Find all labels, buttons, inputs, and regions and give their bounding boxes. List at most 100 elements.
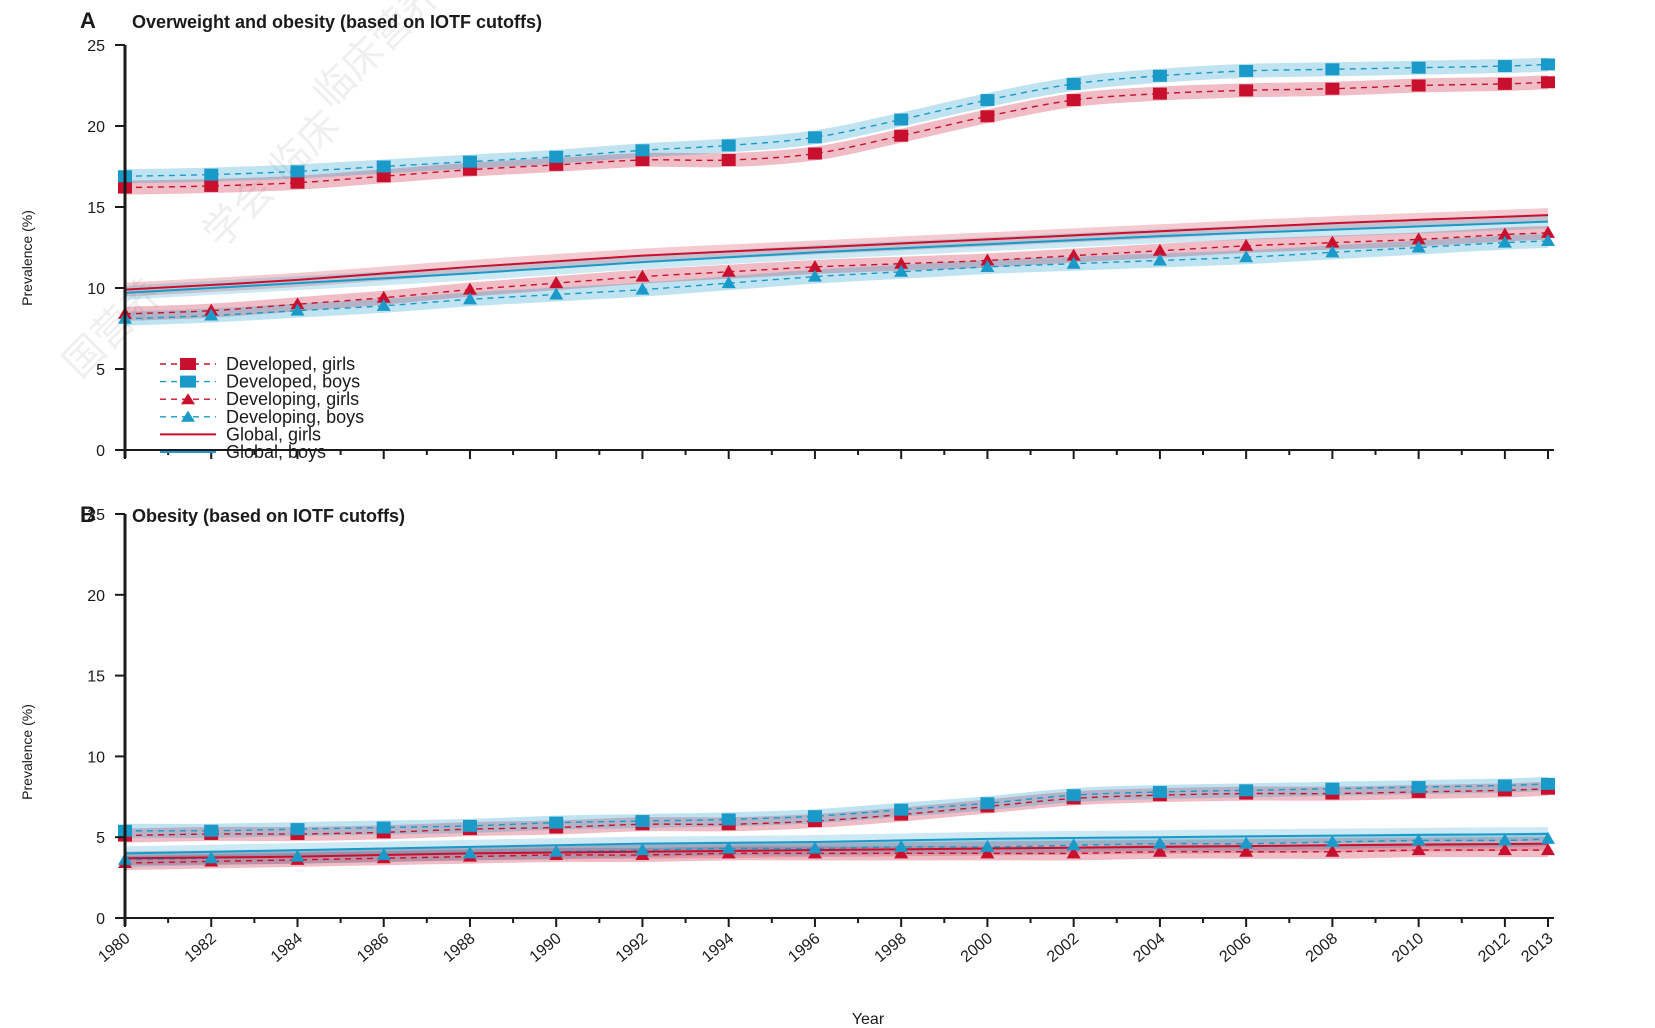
- marker-developed-boys-1986: [376, 821, 391, 834]
- marker-developed-boys-1984: [290, 823, 305, 836]
- band-global-boys: [125, 214, 1548, 300]
- marker-developed-boys-2013: [1541, 777, 1555, 790]
- marker-developing-girls-1990: [549, 276, 564, 289]
- marker-developed-girls-1984: [290, 176, 305, 189]
- marker-developing-boys-2008: [1325, 835, 1340, 848]
- panel-a-title: Overweight and obesity (based on IOTF cu…: [132, 12, 542, 32]
- y-tick-label: 5: [96, 830, 105, 847]
- marker-developing-boys-1998: [894, 264, 909, 277]
- marker-developing-girls-1992: [635, 269, 650, 282]
- marker-developed-boys-1984: [290, 165, 305, 178]
- panel-a: A Overweight and obesity (based on IOTF …: [19, 8, 1555, 462]
- watermark: 临床营养 学会 临床 国营养: [55, 0, 451, 387]
- marker-developed-girls-2008: [1325, 82, 1340, 95]
- marker-developed-girls-1992: [635, 154, 650, 167]
- marker-developing-girls-1998: [894, 846, 909, 859]
- line-global-girls: [124, 214, 1549, 291]
- marker-developed-girls-2000: [980, 110, 995, 123]
- marker-developed-boys-1990: [549, 150, 564, 163]
- marker-developed-boys-1992: [635, 144, 650, 157]
- marker-developed-boys-1998: [894, 113, 909, 126]
- marker-developed-boys-2010: [1411, 781, 1426, 794]
- marker-developing-girls-1994: [721, 264, 736, 277]
- marker-developing-boys-2006: [1239, 250, 1254, 263]
- y-tick-label: 10: [87, 281, 105, 298]
- marker-developed-boys-1982: [204, 168, 219, 181]
- band-developed-girls: [125, 75, 1548, 195]
- marker-developing-boys-2012: [1497, 833, 1512, 846]
- y-tick-label: 0: [96, 443, 105, 460]
- y-tick-label: 15: [87, 669, 105, 686]
- marker-developing-boys-2012: [1497, 235, 1512, 248]
- x-tick-label: 2012: [1475, 930, 1513, 966]
- marker-developed-girls-1986: [376, 170, 391, 183]
- marker-developing-girls-2010: [1411, 843, 1426, 856]
- marker-developed-girls-2013: [1541, 76, 1555, 89]
- marker-developed-boys-2000: [980, 797, 995, 810]
- x-tick-label: 2013: [1518, 930, 1556, 966]
- marker-developing-boys-2002: [1066, 838, 1081, 851]
- panel-a-ylabel: Prevalence (%): [19, 210, 35, 306]
- marker-developing-boys-1992: [635, 282, 650, 295]
- x-tick-label: 2000: [958, 930, 996, 966]
- marker-developing-girls-2002: [1066, 846, 1081, 859]
- marker-developed-boys-1986: [376, 160, 391, 173]
- x-tick-label: 2002: [1044, 930, 1082, 966]
- marker-developing-boys-2006: [1239, 836, 1254, 849]
- marker-developing-boys-1992: [635, 843, 650, 856]
- x-tick-label: 2004: [1130, 930, 1168, 966]
- x-tick-label: 1998: [872, 930, 910, 966]
- marker-developed-girls-2010: [1411, 79, 1426, 92]
- x-tick-label: 1992: [613, 930, 651, 966]
- marker-developing-boys-1994: [721, 276, 736, 289]
- marker-developed-girls-2012: [1497, 77, 1512, 90]
- band-global-boys: [125, 826, 1548, 861]
- panel-b-uncertainty-bands: [125, 776, 1548, 871]
- marker-developing-girls-2002: [1066, 248, 1081, 261]
- legend-label-global-girls: Global, girls: [226, 424, 321, 444]
- marker-developing-girls-2008: [1325, 235, 1340, 248]
- legend-label-developing-girls: Developing, girls: [226, 389, 359, 409]
- panel-b: B Obesity (based on IOTF cutoffs) Preval…: [19, 502, 1557, 1028]
- y-tick-label: 5: [96, 362, 105, 379]
- panel-b-ylabel: Prevalence (%): [19, 704, 35, 800]
- x-tick-label: 1986: [354, 930, 392, 966]
- panel-b-xlabel: Year: [852, 1011, 885, 1028]
- marker-developing-boys-1998: [894, 839, 909, 852]
- line-developed-boys: [124, 783, 1549, 832]
- band-developed-boys: [125, 776, 1548, 838]
- marker-developed-boys-2002: [1066, 789, 1081, 802]
- marker-developing-boys-2013: [1541, 234, 1555, 247]
- marker-developing-girls-2008: [1325, 844, 1340, 857]
- marker-developing-boys-1986: [376, 298, 391, 311]
- marker-developed-boys-2008: [1325, 782, 1340, 795]
- y-tick-label: 20: [87, 588, 105, 605]
- y-tick-label: 15: [87, 200, 105, 217]
- marker-developed-boys-2006: [1239, 64, 1254, 77]
- marker-developing-boys-1982: [204, 851, 219, 864]
- band-developed-girls: [125, 781, 1548, 843]
- marker-developing-boys-1984: [290, 849, 305, 862]
- legend-label-developed-boys: Developed, boys: [226, 372, 360, 392]
- marker-developing-girls-2004: [1152, 243, 1167, 256]
- y-tick-label: 10: [87, 749, 105, 766]
- band-developing-boys: [125, 234, 1548, 326]
- x-tick-label: 2010: [1389, 930, 1427, 966]
- marker-developing-girls-2004: [1152, 844, 1167, 857]
- marker-developed-boys-2006: [1239, 784, 1254, 797]
- marker-developed-boys-1988: [462, 155, 477, 168]
- marker-developing-girls-2013: [1541, 843, 1555, 856]
- marker-developed-boys-2010: [1411, 61, 1426, 74]
- marker-developing-girls-2010: [1411, 232, 1426, 245]
- marker-developed-boys-2004: [1152, 785, 1167, 798]
- marker-developed-boys-1994: [721, 813, 736, 826]
- marker-developed-boys-2004: [1152, 69, 1167, 82]
- marker-developing-boys-2004: [1152, 253, 1167, 266]
- marker-developing-boys-1988: [462, 292, 477, 305]
- marker-developing-girls-1986: [376, 290, 391, 303]
- marker-developed-boys-1990: [549, 816, 564, 829]
- marker-developed-boys-2008: [1325, 63, 1340, 76]
- x-tick-label: 1990: [527, 930, 565, 966]
- marker-developed-boys-1982: [204, 824, 219, 837]
